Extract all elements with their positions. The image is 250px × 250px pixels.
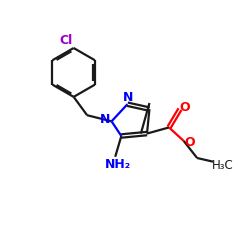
Text: Cl: Cl: [59, 34, 72, 47]
Text: N: N: [100, 113, 110, 126]
Text: NH₂: NH₂: [104, 158, 131, 171]
Text: O: O: [180, 102, 190, 114]
Text: N: N: [123, 91, 133, 104]
Text: O: O: [184, 136, 194, 149]
Text: H₃C: H₃C: [212, 159, 233, 172]
